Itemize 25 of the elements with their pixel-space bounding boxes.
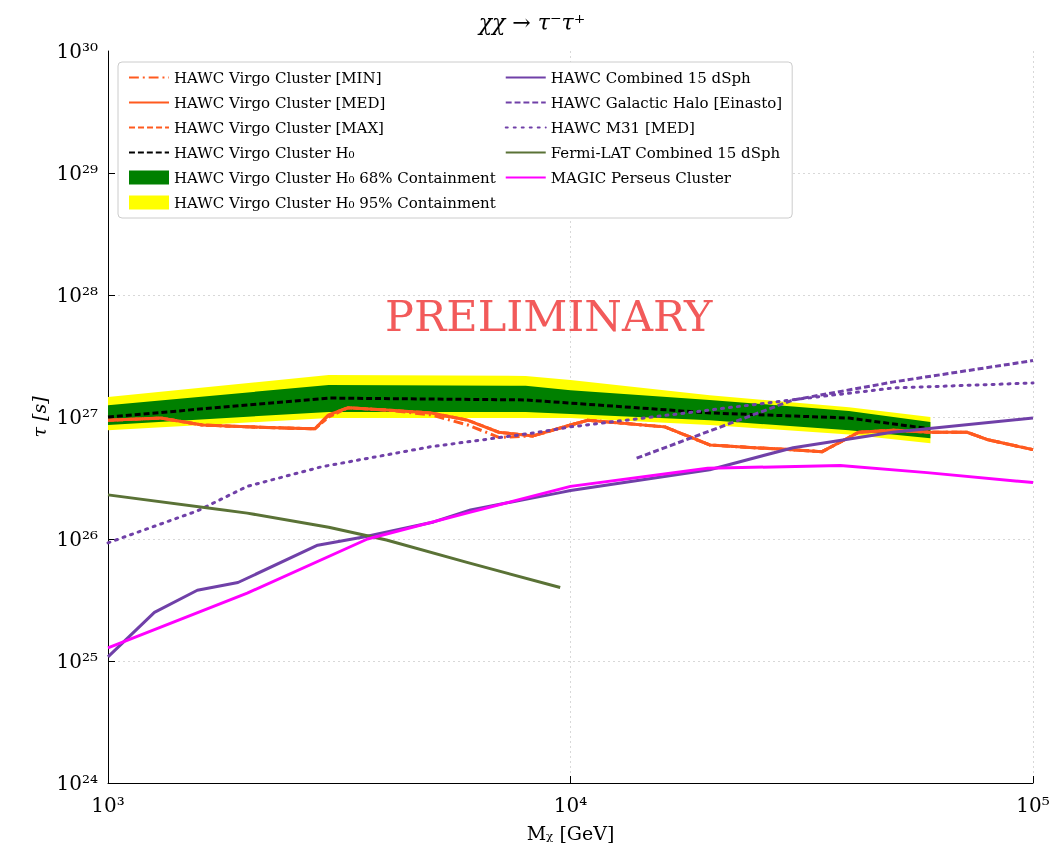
x-tick-label: 10³: [91, 793, 125, 817]
y-tick-label: 10²⁹: [56, 161, 98, 185]
x-tick-label: 10⁵: [1016, 793, 1050, 817]
legend-label: HAWC Virgo Cluster H₀ 68% Containment: [174, 168, 496, 187]
y-axis-title: τ [s]: [27, 395, 50, 438]
chart-title: χχ → τ⁻τ⁺: [476, 9, 586, 35]
y-tick-label: 10³⁰: [56, 39, 98, 63]
y-tick-label: 10²⁵: [56, 649, 98, 673]
legend-label: HAWC Combined 15 dSph: [550, 68, 752, 87]
legend-label: HAWC M31 [MED]: [550, 118, 695, 137]
legend-label: HAWC Virgo Cluster H₀ 95% Containment: [174, 193, 496, 212]
legend-label: HAWC Virgo Cluster [MED]: [174, 93, 386, 112]
legend-label: HAWC Virgo Cluster H₀: [174, 143, 355, 162]
y-tick-label: 10²⁶: [56, 527, 98, 551]
x-axis-title: Mᵪ [GeV]: [526, 821, 615, 844]
annotation: PRELIMINARY: [385, 290, 713, 341]
y-tick-label: 10²⁷: [56, 405, 98, 429]
legend-label: Fermi-LAT Combined 15 dSph: [550, 143, 781, 162]
legend-label: HAWC Galactic Halo [Einasto]: [550, 93, 783, 112]
y-tick-label: 10²⁸: [56, 283, 98, 307]
legend-label: HAWC Virgo Cluster [MIN]: [174, 68, 382, 87]
legend-label: MAGIC Perseus Cluster: [550, 168, 732, 187]
y-tick-label: 10²⁴: [56, 771, 98, 795]
legend-label: HAWC Virgo Cluster [MAX]: [174, 118, 384, 137]
x-tick-label: 10⁴: [553, 793, 588, 817]
